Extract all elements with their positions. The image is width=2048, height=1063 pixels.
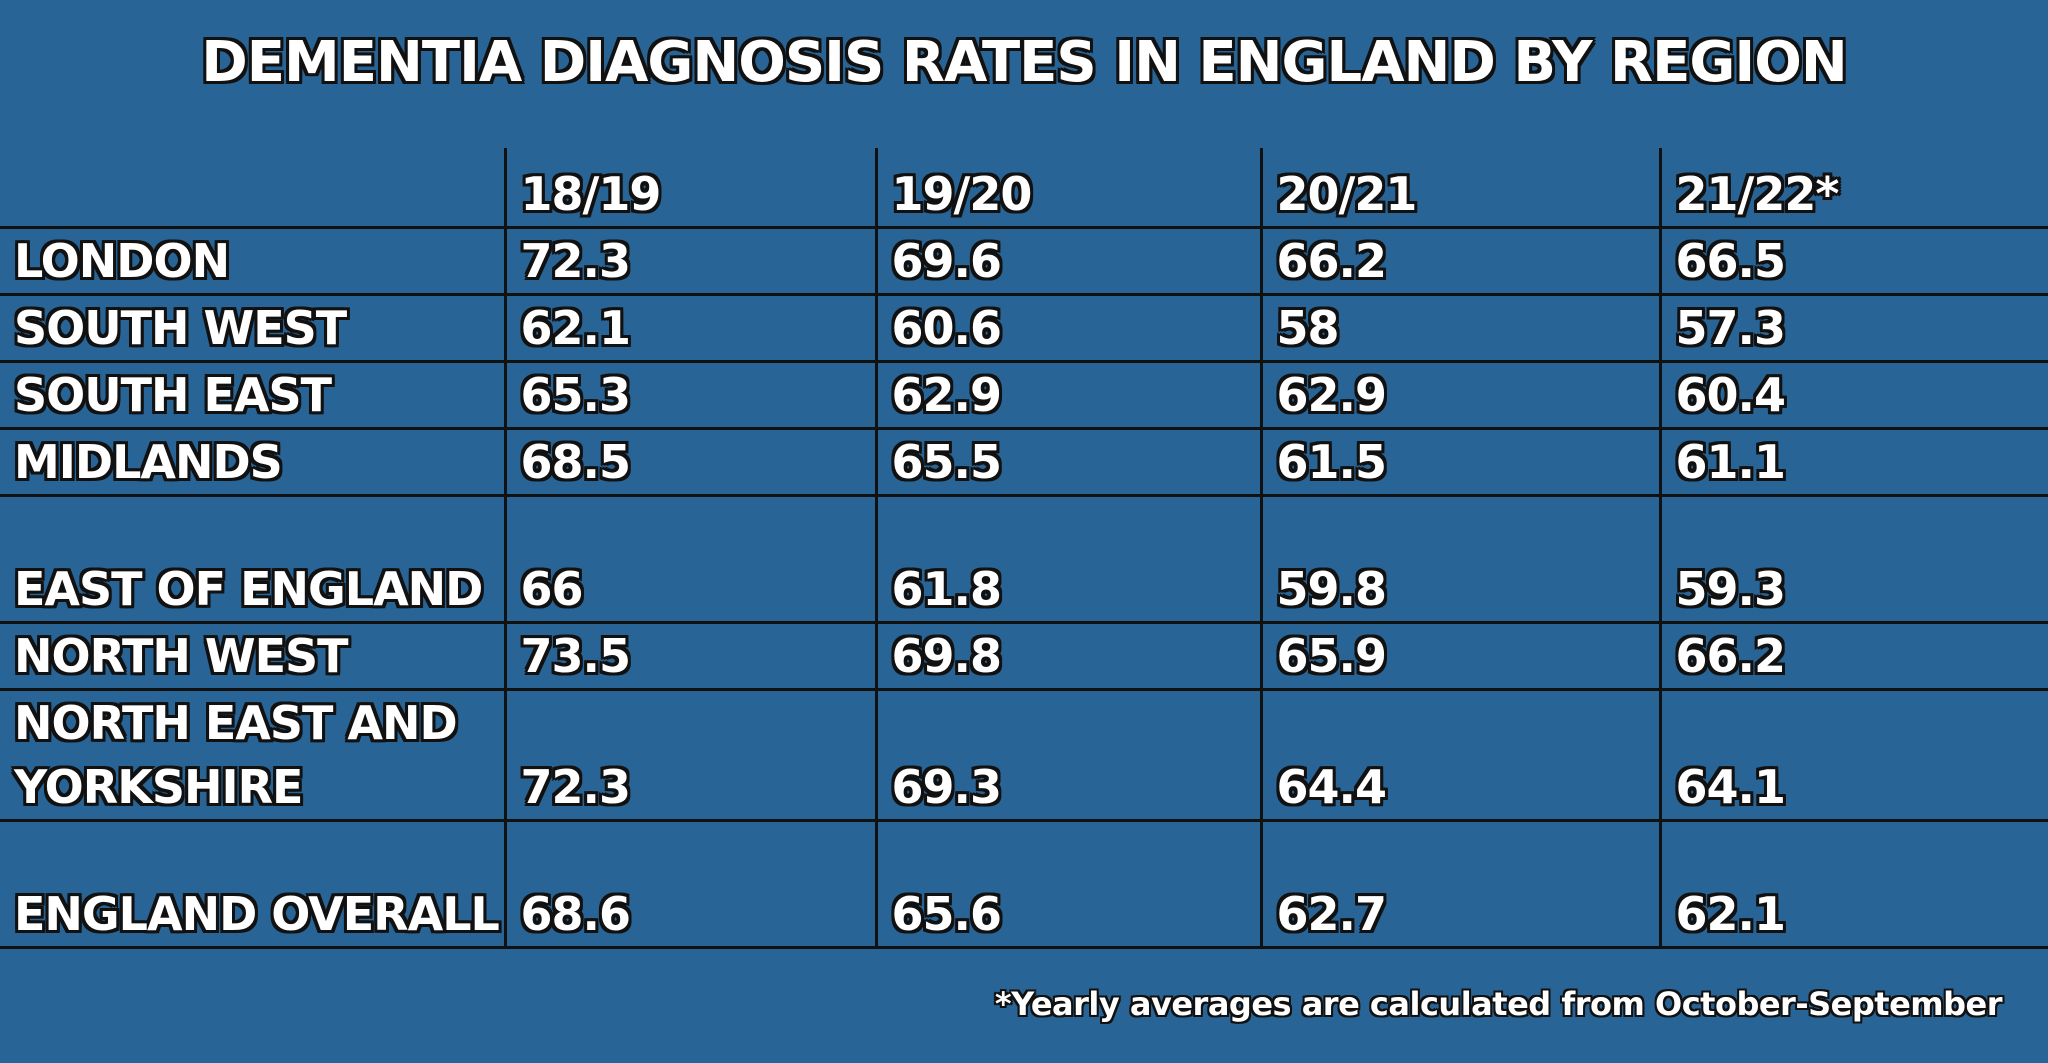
table-row: ENGLAND OVERALL 68.6 65.6 62.7 62.1 <box>0 819 2048 949</box>
header-cell-year: 19/20 <box>874 148 1263 229</box>
rate-value: 68.5 <box>503 427 878 497</box>
rate-value: 66.2 <box>1658 621 2048 691</box>
rate-value: 65.6 <box>874 819 1263 949</box>
rate-value: 73.5 <box>503 621 878 691</box>
rate-value: 60.4 <box>1658 360 2048 430</box>
header-cell-year: 21/22* <box>1658 148 2048 229</box>
rate-value: 61.5 <box>1259 427 1662 497</box>
region-label: ENGLAND OVERALL <box>0 819 507 949</box>
rate-value: 64.1 <box>1658 688 2048 822</box>
footnote: *Yearly averages are calculated from Oct… <box>994 985 2003 1023</box>
region-label: NORTH WEST <box>0 621 507 691</box>
table-row: MIDLANDS 68.5 65.5 61.5 61.1 <box>0 427 2048 497</box>
rate-value: 64.4 <box>1259 688 1662 822</box>
table-row: LONDON 72.3 69.6 66.2 66.5 <box>0 227 2048 296</box>
table-row: NORTH WEST 73.5 69.8 65.9 66.2 <box>0 621 2048 691</box>
rate-value: 69.8 <box>874 621 1263 691</box>
table-row: NORTH EAST AND YORKSHIRE 72.3 69.3 64.4 … <box>0 688 2048 822</box>
header-cell-year: 18/19 <box>503 148 878 229</box>
rate-value: 60.6 <box>874 293 1263 363</box>
region-label: MIDLANDS <box>0 427 507 497</box>
rate-value: 69.3 <box>874 688 1263 822</box>
rate-value: 65.9 <box>1259 621 1662 691</box>
rate-value: 66.5 <box>1658 227 2048 296</box>
rate-value: 57.3 <box>1658 293 2048 363</box>
header-row: 18/19 19/20 20/21 21/22* <box>0 148 2048 229</box>
header-cell-year: 20/21 <box>1259 148 1662 229</box>
rate-value: 62.9 <box>1259 360 1662 430</box>
rate-value: 59.3 <box>1658 494 2048 624</box>
header-cell-region <box>0 148 507 229</box>
rate-value: 62.9 <box>874 360 1263 430</box>
rate-value: 69.6 <box>874 227 1263 296</box>
region-label: SOUTH EAST <box>0 360 507 430</box>
rate-value: 62.1 <box>503 293 878 363</box>
rate-value: 61.8 <box>874 494 1263 624</box>
chart-title: DEMENTIA DIAGNOSIS RATES IN ENGLAND BY R… <box>201 30 1847 95</box>
region-label: LONDON <box>0 227 507 296</box>
rate-value: 62.1 <box>1658 819 2048 949</box>
rate-value: 65.3 <box>503 360 878 430</box>
table-row: SOUTH EAST 65.3 62.9 62.9 60.4 <box>0 360 2048 430</box>
diagnosis-rates-table: 18/19 19/20 20/21 21/22* LONDON 72.3 69.… <box>0 148 2048 949</box>
rate-value: 59.8 <box>1259 494 1662 624</box>
rate-value: 58 <box>1259 293 1662 363</box>
region-label: SOUTH WEST <box>0 293 507 363</box>
rate-value: 66.2 <box>1259 227 1662 296</box>
rate-value: 62.7 <box>1259 819 1662 949</box>
data-table-container: 18/19 19/20 20/21 21/22* LONDON 72.3 69.… <box>0 148 2048 949</box>
table-row: SOUTH WEST 62.1 60.6 58 57.3 <box>0 293 2048 363</box>
rate-value: 66 <box>503 494 878 624</box>
rate-value: 72.3 <box>503 227 878 296</box>
rate-value: 72.3 <box>503 688 878 822</box>
region-label: EAST OF ENGLAND <box>0 494 507 624</box>
rate-value: 68.6 <box>503 819 878 949</box>
rate-value: 61.1 <box>1658 427 2048 497</box>
table-row: EAST OF ENGLAND 66 61.8 59.8 59.3 <box>0 494 2048 624</box>
rate-value: 65.5 <box>874 427 1263 497</box>
region-label: NORTH EAST AND YORKSHIRE <box>0 688 507 822</box>
